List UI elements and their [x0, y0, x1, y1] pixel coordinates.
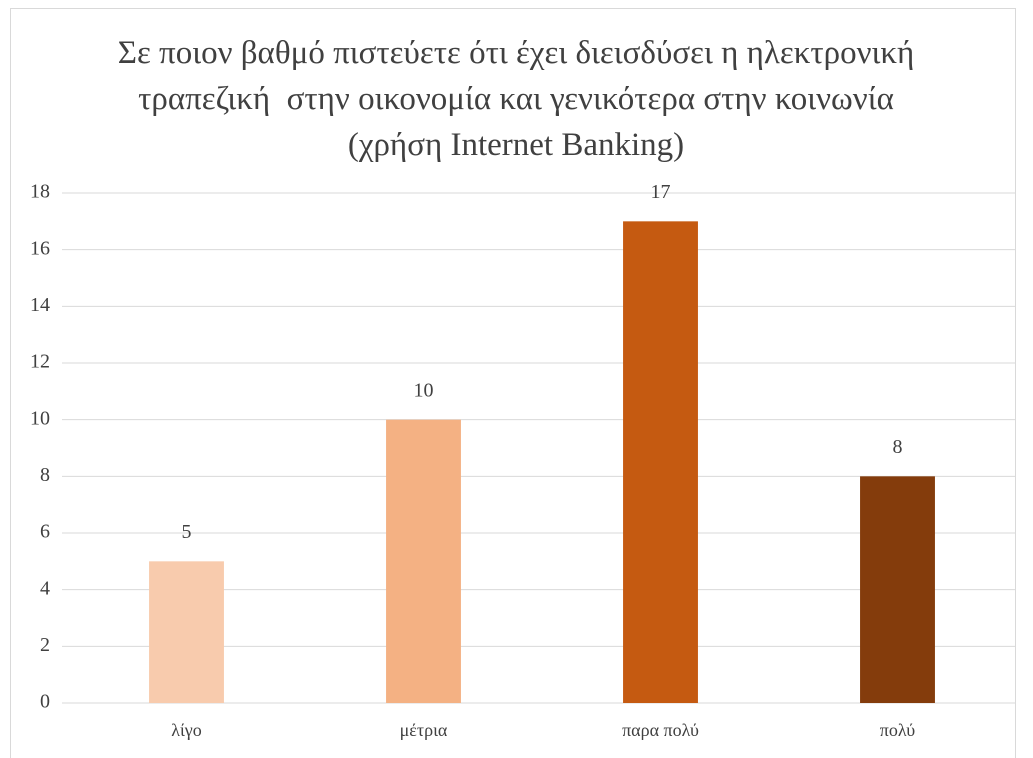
x-tick-label: λίγο — [171, 720, 202, 740]
y-tick-label: 0 — [40, 691, 50, 713]
y-tick-label: 12 — [30, 351, 50, 373]
y-tick-label: 6 — [40, 521, 50, 543]
chart-title: Σε ποιον βαθμό πιστεύετε ότι έχει διεισδ… — [117, 35, 923, 163]
value-label: 10 — [414, 379, 434, 401]
y-tick-label: 16 — [30, 237, 50, 259]
x-tick-label: πολύ — [880, 720, 915, 740]
bar — [623, 221, 698, 704]
value-label: 8 — [893, 436, 903, 458]
bar — [860, 476, 935, 703]
x-tick-label: παρα πολύ — [622, 720, 699, 740]
value-label: 5 — [182, 521, 192, 543]
bar — [149, 561, 224, 703]
chart-border — [10, 8, 1016, 758]
y-tick-label: 2 — [40, 634, 50, 656]
x-tick-label: μέτρια — [400, 720, 448, 740]
y-tick-label: 18 — [30, 181, 50, 203]
y-tick-label: 14 — [30, 294, 50, 316]
value-label: 17 — [651, 181, 671, 203]
y-tick-label: 8 — [40, 464, 50, 486]
bar — [386, 419, 461, 703]
y-tick-label: 4 — [40, 577, 50, 599]
y-tick-label: 10 — [30, 407, 50, 429]
